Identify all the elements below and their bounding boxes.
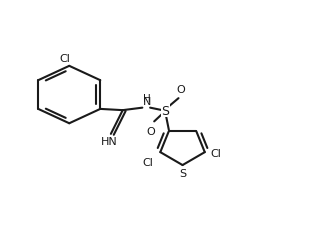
Text: Cl: Cl <box>210 148 221 158</box>
Text: S: S <box>180 168 187 178</box>
Text: HN: HN <box>101 136 118 146</box>
Text: O: O <box>177 84 185 94</box>
Text: Cl: Cl <box>143 157 153 167</box>
Text: Cl: Cl <box>59 54 70 64</box>
Text: H: H <box>143 94 151 104</box>
Text: O: O <box>146 126 155 136</box>
Text: S: S <box>162 104 169 117</box>
Text: N: N <box>143 97 151 107</box>
